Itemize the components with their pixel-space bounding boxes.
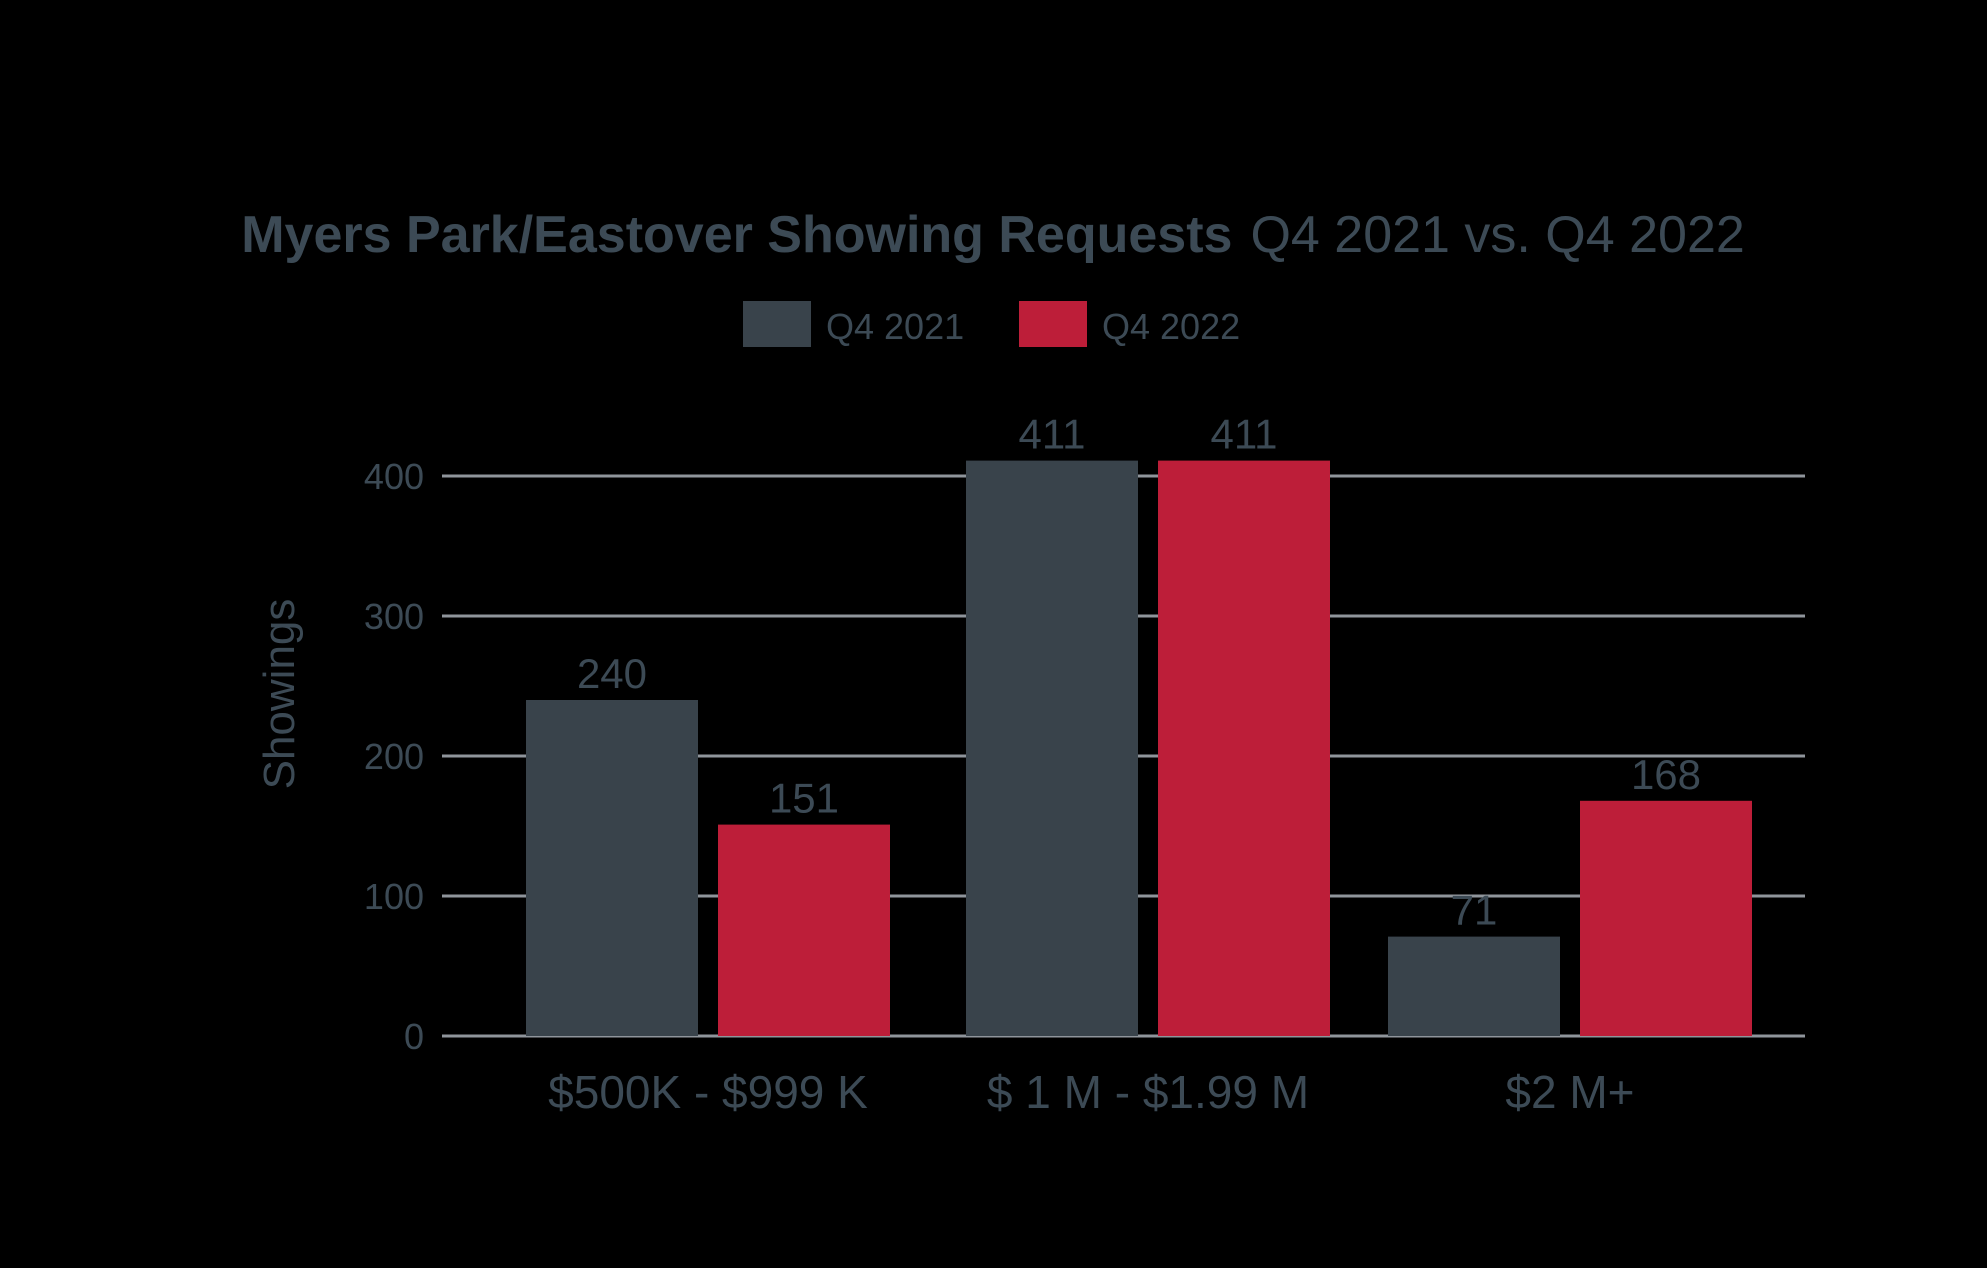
bar-q4-2022-0 bbox=[718, 824, 890, 1036]
legend: Q4 2021 Q4 2022 bbox=[743, 301, 1240, 347]
chart-title-main: Myers Park/Eastover Showing Requests bbox=[241, 206, 1232, 264]
legend-swatch-q4-2022 bbox=[1019, 301, 1087, 347]
x-tick-label: $ 1 M - $1.99 M bbox=[987, 1066, 1309, 1118]
legend-label-q4-2022: Q4 2022 bbox=[1102, 306, 1240, 347]
bars bbox=[526, 460, 1752, 1037]
bar-q4-2022-2 bbox=[1580, 800, 1752, 1036]
x-axis-ticks: $500K - $999 K $ 1 M - $1.99 M $2 M+ bbox=[548, 1066, 1634, 1118]
data-label: 411 bbox=[1019, 411, 1086, 458]
bar-q4-2021-0 bbox=[526, 700, 698, 1036]
x-tick-label: $2 M+ bbox=[1505, 1066, 1634, 1118]
y-tick-label: 100 bbox=[364, 876, 424, 917]
data-label: 168 bbox=[1631, 751, 1701, 798]
chart-title: Myers Park/Eastover Showing Requests Q4 … bbox=[241, 206, 1745, 264]
data-label: 411 bbox=[1211, 411, 1278, 458]
data-label: 71 bbox=[1451, 887, 1498, 934]
x-tick-label: $500K - $999 K bbox=[548, 1066, 868, 1118]
data-label: 240 bbox=[577, 650, 647, 697]
legend-swatch-q4-2021 bbox=[743, 301, 811, 347]
y-tick-label: 200 bbox=[364, 736, 424, 777]
legend-label-q4-2021: Q4 2021 bbox=[826, 306, 964, 347]
y-axis-ticks: 0 100 200 300 400 bbox=[364, 456, 424, 1057]
bar-q4-2021-2 bbox=[1388, 936, 1560, 1036]
y-tick-label: 0 bbox=[404, 1016, 424, 1057]
chart-title-period: Q4 2021 vs. Q4 2022 bbox=[1250, 206, 1744, 264]
y-tick-label: 300 bbox=[364, 596, 424, 637]
bar-q4-2022-1 bbox=[1158, 460, 1330, 1037]
data-labels: 240 151 411 411 71 168 bbox=[577, 411, 1701, 934]
y-axis-label: Showings bbox=[255, 599, 304, 790]
data-label: 151 bbox=[769, 775, 839, 822]
y-tick-label: 400 bbox=[364, 456, 424, 497]
bar-q4-2021-1 bbox=[966, 460, 1138, 1037]
